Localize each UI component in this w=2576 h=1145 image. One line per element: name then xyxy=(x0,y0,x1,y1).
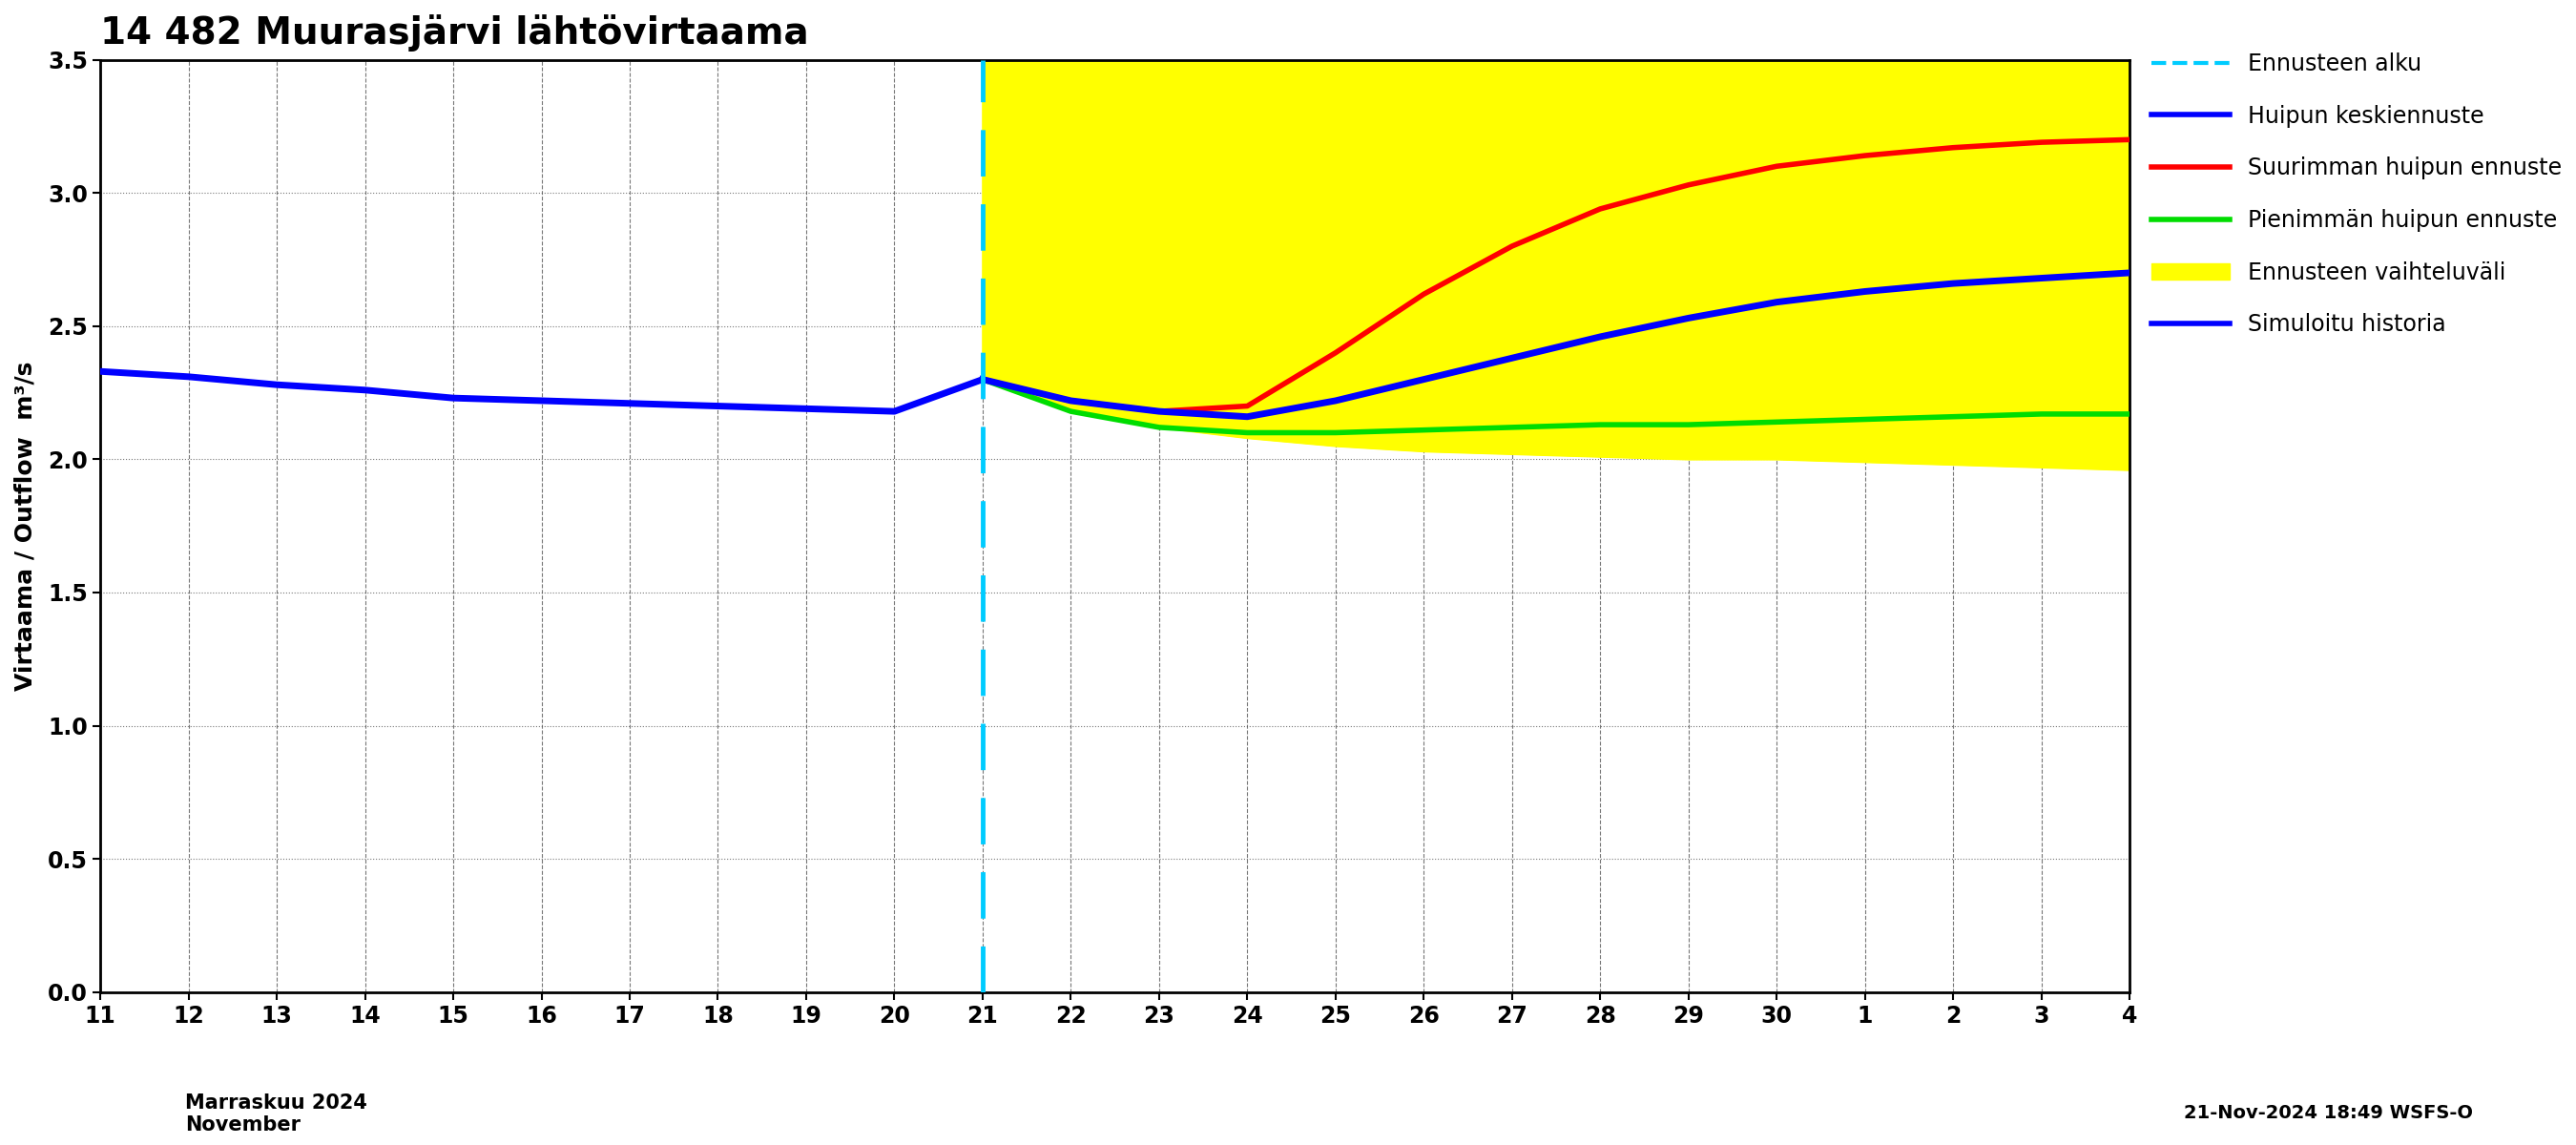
Text: Marraskuu 2024
November: Marraskuu 2024 November xyxy=(185,1093,368,1135)
Y-axis label: Virtaama / Outflow  m³/s: Virtaama / Outflow m³/s xyxy=(15,361,36,690)
Text: 14 482 Muurasjärvi lähtövirtaama: 14 482 Muurasjärvi lähtövirtaama xyxy=(100,14,809,52)
Text: 21-Nov-2024 18:49 WSFS-O: 21-Nov-2024 18:49 WSFS-O xyxy=(2184,1104,2473,1122)
Legend: Ennusteen alku, Huipun keskiennuste, Suurimman huipun ennuste, Pienimmän huipun : Ennusteen alku, Huipun keskiennuste, Suu… xyxy=(2151,53,2563,337)
